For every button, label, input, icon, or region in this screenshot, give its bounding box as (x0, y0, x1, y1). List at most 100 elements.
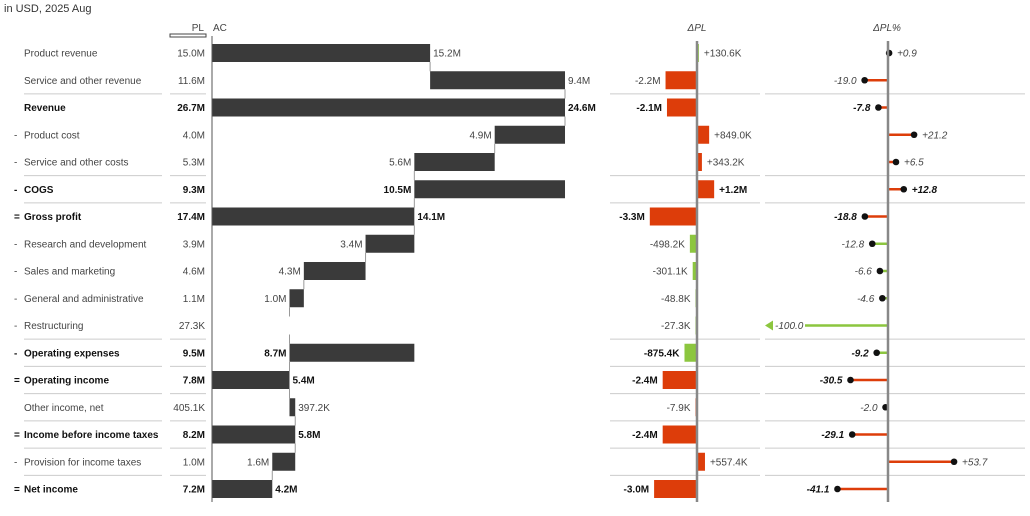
delta-pl-percent-label: -9.2 (851, 348, 869, 359)
delta-pl-percent-label: -41.1 (807, 485, 830, 496)
delta-pl-percent-label: -30.5 (820, 376, 843, 387)
row-prefix: - (14, 348, 17, 359)
ac-bar (212, 371, 290, 389)
delta-pl-percent-label: -18.8 (834, 212, 857, 223)
delta-pl-percent-label: -19.0 (834, 76, 857, 87)
pl-value: 5.3M (183, 158, 205, 169)
row-prefix: - (14, 294, 17, 305)
delta-pl-label: +849.0K (714, 130, 752, 141)
delta-pl-percent-label: -12.8 (841, 239, 864, 250)
row-label: General and administrative (24, 294, 144, 305)
delta-pl-label: -3.3M (619, 212, 645, 223)
header-pl: PL (192, 23, 205, 34)
ac-bar (212, 207, 415, 226)
ac-label: 5.8M (298, 430, 320, 441)
delta-pl-bar (697, 125, 710, 144)
pl-value: 26.7M (177, 103, 205, 114)
pl-value: 15.0M (177, 49, 205, 60)
delta-pl-label: +343.2K (707, 158, 745, 169)
delta-pl-percent-label: +6.5 (904, 158, 924, 169)
ac-bar (212, 98, 566, 117)
delta-pl-label: +130.6K (704, 49, 742, 60)
pl-value: 9.5M (183, 348, 205, 359)
row-prefix: = (14, 430, 20, 441)
pl-value: 4.0M (183, 130, 205, 141)
delta-pl-label: -2.4M (632, 376, 658, 387)
delta-pl-label: -875.4K (644, 348, 680, 359)
delta-pl-bar (654, 480, 697, 498)
ac-bar (365, 234, 415, 253)
ac-label: 9.4M (568, 76, 590, 87)
delta-pl-label: +1.2M (719, 185, 747, 196)
row-prefix: - (14, 267, 17, 278)
delta-pl-bar (649, 207, 697, 226)
row-label: Provision for income taxes (24, 457, 141, 468)
delta-pl-percent-label: -100.0 (775, 321, 804, 332)
delta-pl-percent-dot (847, 376, 854, 384)
row-label: Sales and marketing (24, 267, 115, 278)
delta-pl-label: +557.4K (710, 457, 748, 468)
pl-value: 1.1M (183, 294, 205, 305)
ac-label: 4.9M (469, 130, 491, 141)
delta-pl-label: -27.3K (661, 321, 691, 332)
row-prefix: - (14, 130, 17, 141)
delta-pl-percent-dot (834, 485, 841, 493)
pl-value: 9.3M (183, 185, 205, 196)
ac-bar (212, 44, 431, 62)
delta-pl-bar (692, 262, 697, 280)
ac-label: 8.7M (264, 348, 286, 359)
ac-label: 10.5M (384, 185, 412, 196)
delta-pl-label: -498.2K (650, 239, 685, 250)
delta-pl-bar (684, 343, 697, 362)
delta-pl-bar (697, 452, 705, 471)
report-subtitle: in USD, 2025 Aug (4, 3, 92, 15)
header-delta-pl: ΔPL (687, 23, 707, 34)
row-prefix: - (14, 185, 17, 196)
row-label: Restructuring (24, 321, 83, 332)
overflow-arrow-icon (765, 320, 773, 331)
row-label: Operating income (24, 376, 109, 387)
ac-bar (272, 452, 296, 471)
delta-pl-bar (697, 153, 702, 171)
delta-pl-label: -48.8K (661, 294, 691, 305)
delta-pl-label: -2.4M (632, 430, 658, 441)
row-prefix: = (14, 212, 20, 223)
row-prefix: = (14, 485, 20, 496)
delta-pl-percent-label: +0.9 (897, 49, 917, 60)
row-label: Income before income taxes (24, 430, 159, 441)
row-label: Service and other revenue (24, 76, 142, 87)
delta-pl-percent-dot (950, 458, 958, 466)
header-delta-pl-percent: ΔPL% (872, 23, 901, 34)
row-label: Gross profit (24, 212, 82, 223)
ac-label: 4.2M (275, 485, 297, 496)
row-label: Revenue (24, 103, 66, 114)
delta-pl-percent-label: -4.6 (857, 294, 875, 305)
pl-value: 4.6M (183, 267, 205, 278)
ac-bar (303, 262, 366, 280)
delta-pl-percent-dot (910, 131, 918, 139)
delta-pl-percent-label: -7.8 (853, 103, 871, 114)
ac-bar (212, 480, 273, 498)
row-label: Net income (24, 485, 78, 496)
pl-value: 7.8M (183, 376, 205, 387)
ac-label: 3.4M (340, 239, 362, 250)
delta-pl-label: -301.1K (653, 267, 688, 278)
delta-pl-percent-label: -29.1 (821, 430, 844, 441)
delta-pl-percent-dot (875, 104, 882, 111)
pl-value: 27.3K (179, 321, 205, 332)
row-label: Other income, net (24, 403, 104, 414)
ac-label: 5.4M (292, 376, 314, 387)
delta-pl-label: -7.9K (667, 403, 691, 414)
ac-bar (289, 289, 304, 308)
row-label: Research and development (24, 239, 147, 250)
pl-value: 11.6M (178, 76, 205, 87)
delta-pl-label: -2.2M (635, 76, 661, 87)
ac-label: 24.6M (568, 103, 596, 114)
delta-pl-percent-label: +21.2 (922, 130, 948, 141)
ac-label: 5.6M (389, 158, 411, 169)
delta-pl-percent-dot (900, 185, 908, 193)
row-prefix: - (14, 158, 17, 169)
pl-value: 8.2M (183, 430, 205, 441)
delta-pl-percent-dot (876, 267, 884, 275)
